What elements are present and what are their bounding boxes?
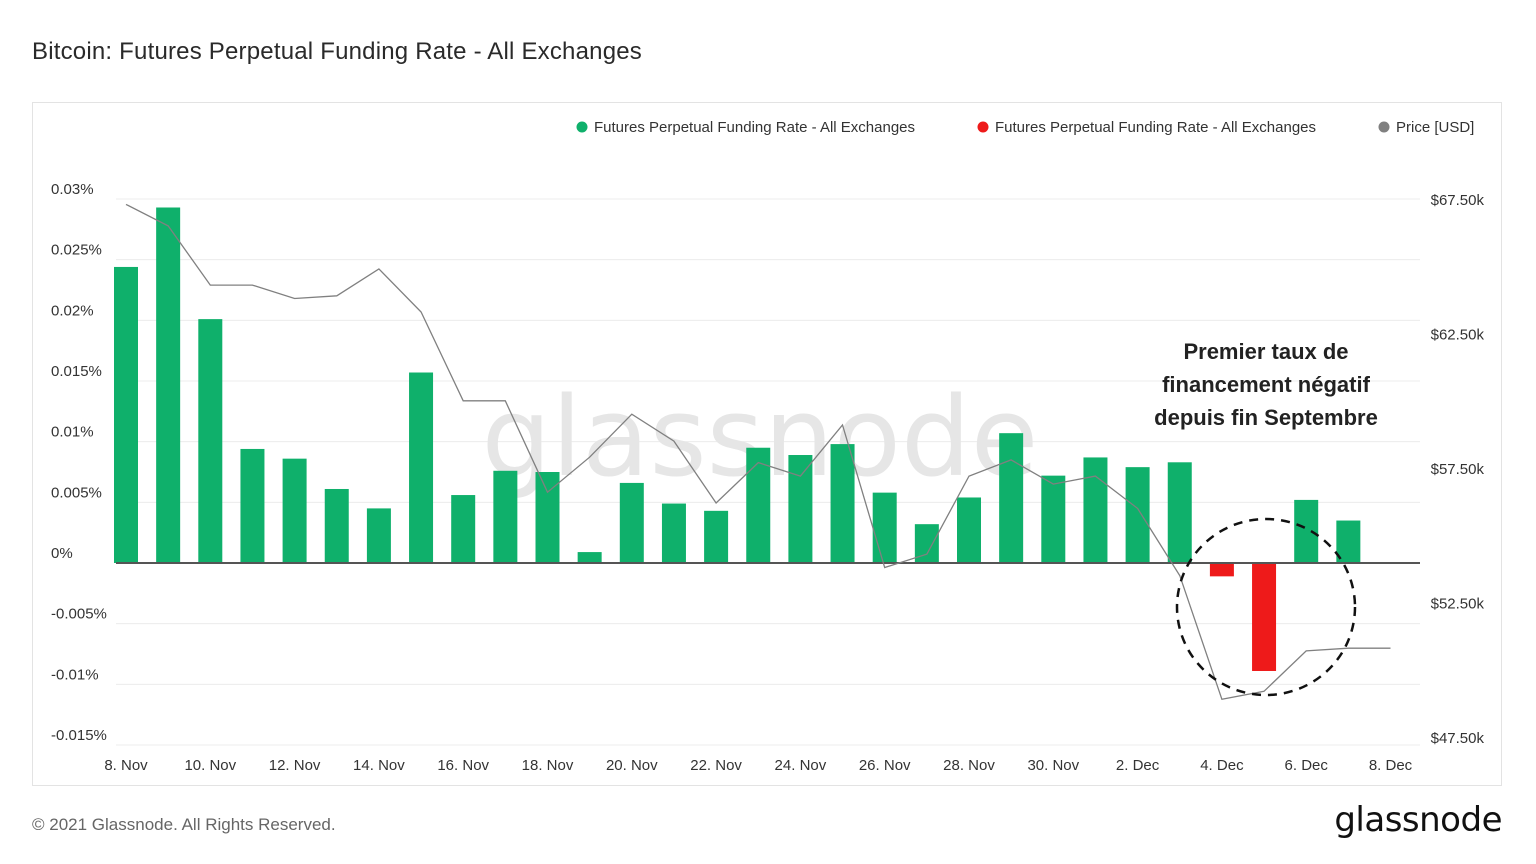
y-right-tick-label: $52.50k <box>1431 596 1485 613</box>
y-left-tick-label: 0.005% <box>51 484 102 501</box>
funding-bar-positive <box>1294 499 1319 563</box>
funding-bar-positive <box>493 470 518 563</box>
x-tick-label: 2. Dec <box>1116 757 1160 774</box>
annotation-line: depuis fin Septembre <box>1154 405 1378 430</box>
x-tick-label: 8. Dec <box>1369 757 1413 774</box>
funding-bar-positive <box>577 552 602 563</box>
y-left-tick-label: 0.025% <box>51 242 102 259</box>
funding-bar-positive <box>240 448 265 563</box>
x-tick-label: 8. Nov <box>104 757 148 774</box>
funding-bar-negative <box>1209 563 1234 577</box>
x-tick-label: 26. Nov <box>859 757 911 774</box>
x-tick-label: 14. Nov <box>353 757 405 774</box>
x-tick-label: 4. Dec <box>1200 757 1244 774</box>
price-line <box>125 203 1391 701</box>
legend-marker[interactable] <box>576 121 588 133</box>
y-left-tick-label: 0.015% <box>51 363 102 380</box>
x-tick-label: 12. Nov <box>269 757 321 774</box>
funding-bar-positive <box>1125 467 1150 563</box>
x-tick-label: 30. Nov <box>1027 757 1079 774</box>
funding-bar-positive <box>1167 462 1192 563</box>
funding-bar-positive <box>788 455 813 563</box>
legend-marker[interactable] <box>1378 121 1390 133</box>
funding-bar-positive <box>324 488 349 563</box>
y-right-tick-label: $62.50k <box>1431 327 1485 344</box>
funding-bar-positive <box>1083 457 1108 563</box>
funding-bar-negative <box>1252 563 1277 671</box>
funding-bar-positive <box>746 447 771 563</box>
funding-bar-positive <box>957 497 981 563</box>
legend-marker[interactable] <box>977 121 989 133</box>
y-right-tick-label: $47.50k <box>1431 730 1485 747</box>
y-right-tick-label: $67.50k <box>1431 192 1485 209</box>
funding-bar-positive <box>1041 475 1066 563</box>
funding-bar-positive <box>366 508 391 563</box>
funding-bar-positive <box>619 482 644 563</box>
funding-bar-positive <box>198 319 223 563</box>
legend-label[interactable]: Futures Perpetual Funding Rate - All Exc… <box>594 119 915 136</box>
y-left-tick-label: -0.015% <box>51 727 107 744</box>
x-tick-label: 20. Nov <box>606 757 658 774</box>
funding-bar-positive <box>704 510 729 563</box>
y-left-tick-label: 0.01% <box>51 424 94 441</box>
glassnode-logo: glassnode <box>1334 800 1502 840</box>
y-left-tick-label: 0% <box>51 545 73 562</box>
chart-frame <box>32 102 1502 786</box>
funding-bar-positive <box>535 472 560 563</box>
funding-bar-positive <box>282 458 307 563</box>
x-tick-label: 6. Dec <box>1285 757 1329 774</box>
funding-bar-positive <box>830 444 855 563</box>
funding-bar-positive <box>1336 520 1361 563</box>
x-tick-label: 28. Nov <box>943 757 995 774</box>
y-left-tick-label: -0.005% <box>51 606 107 623</box>
x-tick-label: 16. Nov <box>437 757 489 774</box>
funding-bar-positive <box>114 266 138 563</box>
y-left-tick-label: 0.02% <box>51 302 94 319</box>
y-left-tick-label: -0.01% <box>51 666 99 683</box>
funding-bar-positive <box>872 492 897 563</box>
funding-bar-positive <box>999 433 1024 563</box>
x-tick-label: 10. Nov <box>184 757 236 774</box>
y-left-tick-label: 0.03% <box>51 181 94 198</box>
x-tick-label: 18. Nov <box>522 757 574 774</box>
x-tick-label: 22. Nov <box>690 757 742 774</box>
annotation-line: Premier taux de <box>1183 339 1348 364</box>
x-tick-label: 24. Nov <box>775 757 827 774</box>
copyright-text: © 2021 Glassnode. All Rights Reserved. <box>32 815 336 834</box>
page-title: Bitcoin: Futures Perpetual Funding Rate … <box>32 38 642 65</box>
funding-bar-positive <box>661 503 686 563</box>
funding-bar-positive <box>156 207 181 563</box>
legend-label[interactable]: Futures Perpetual Funding Rate - All Exc… <box>995 119 1316 136</box>
y-right-tick-label: $57.50k <box>1431 461 1485 478</box>
funding-bar-positive <box>451 495 476 563</box>
legend-label[interactable]: Price [USD] <box>1396 119 1474 136</box>
annotation-line: financement négatif <box>1162 372 1370 397</box>
highlight-circle <box>1175 517 1357 697</box>
funding-bar-positive <box>409 372 434 563</box>
